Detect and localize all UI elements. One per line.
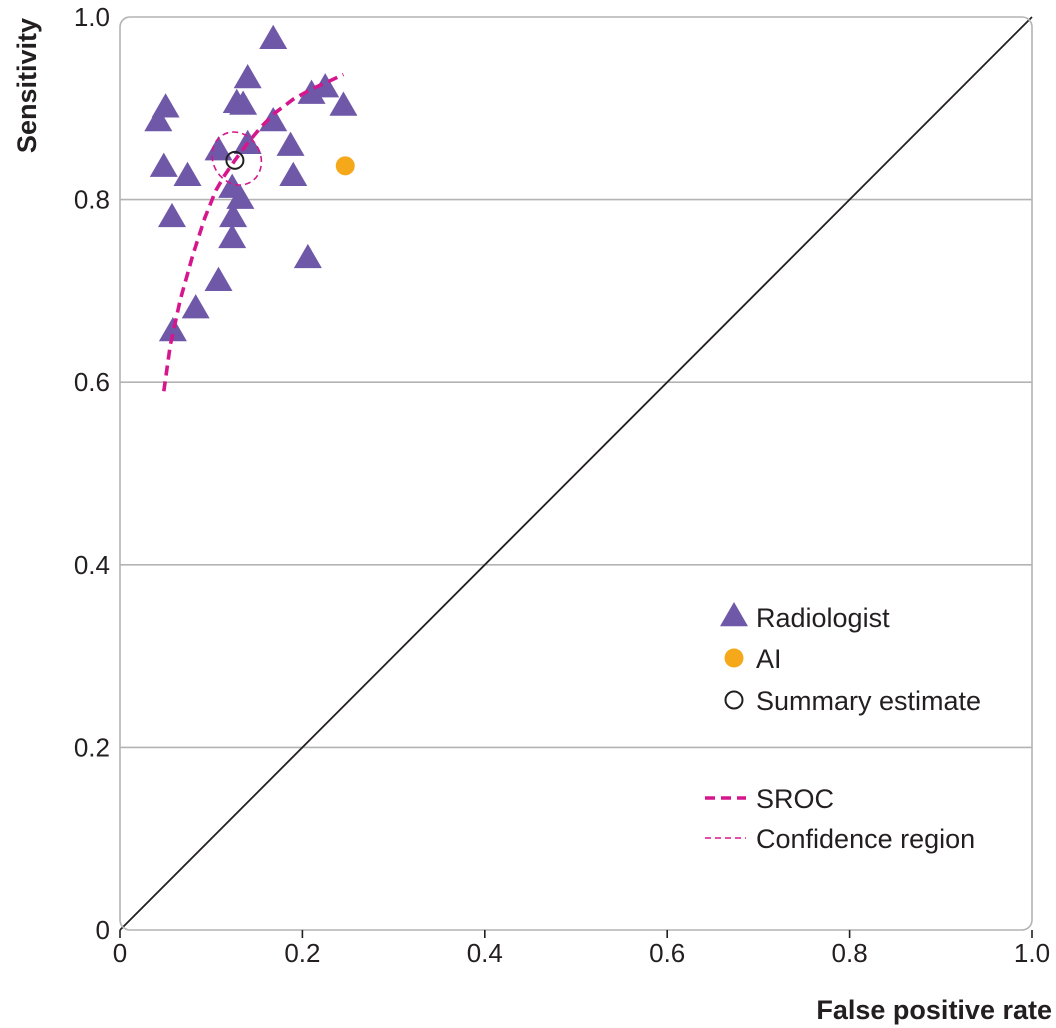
chance-diagonal-line [119,16,1033,931]
x-tick-label: 0 [113,938,127,968]
radiologist-point [329,91,358,116]
x-axis-ticks: 0 0.2 0.4 0.6 0.8 1.0 [113,930,1050,968]
radiologist-point [259,24,288,50]
radiologist-point [218,223,247,249]
summary-estimate-marker [225,150,245,170]
radiologist-point [219,202,248,228]
radiologist-point [226,184,255,209]
radiologist-point [204,266,233,291]
y-tick-label: 0 [96,915,110,945]
radiologist-point [297,79,326,104]
y-tick-label: 0.6 [74,367,110,397]
radiologist-point [204,136,233,161]
confidence-region [211,131,263,186]
y-tick-label: 1.0 [74,2,110,32]
radiologist-point [157,202,186,228]
x-tick-label: 0.8 [832,938,868,968]
y-tick-label: 0.4 [74,550,110,580]
radiologist-point [279,161,308,186]
x-tick-label: 0.6 [649,938,685,968]
legend-triangle-icon [720,601,748,627]
radiologist-point [229,90,258,115]
legend-summary-circle-icon [724,690,744,710]
legend-label: Summary estimate [756,686,981,716]
x-tick-label: 1.0 [1014,938,1050,968]
radiologist-point [233,64,262,89]
y-axis-ticks: 0 0.2 0.4 0.6 0.8 1.0 [74,2,110,945]
legend-label: Confidence region [756,824,975,854]
radiologist-point [149,152,178,177]
summary-estimate-point [225,150,245,170]
radiologist-point [276,131,305,156]
radiologist-point [293,243,322,269]
x-tick-label: 0.4 [467,938,503,968]
x-axis-title: False positive rate [816,995,1052,1025]
radiologist-point [311,73,340,98]
legend: Radiologist AI Summary estimate SROC Confide… [705,601,981,854]
x-tick-label: 0.2 [284,938,320,968]
ai-point [335,156,355,176]
radiologist-markers [144,24,358,342]
radiologist-point [158,316,187,342]
y-tick-label: 0.8 [74,185,110,215]
plot-frame [119,16,1033,931]
legend-label: Radiologist [756,603,890,633]
grid-lines [120,198,1032,749]
sroc-curve [162,72,345,392]
radiologist-point [181,294,210,319]
legend-label: AI [756,644,782,674]
radiologist-point [259,106,288,132]
legend-label: SROC [756,784,834,814]
radiologist-point [173,161,202,186]
radiologist-point [233,129,262,155]
radiologist-point [144,106,173,132]
y-axis-title: Sensitivity [12,18,42,153]
y-tick-label: 0.2 [74,732,110,762]
legend-ai-dot-icon [724,648,744,668]
